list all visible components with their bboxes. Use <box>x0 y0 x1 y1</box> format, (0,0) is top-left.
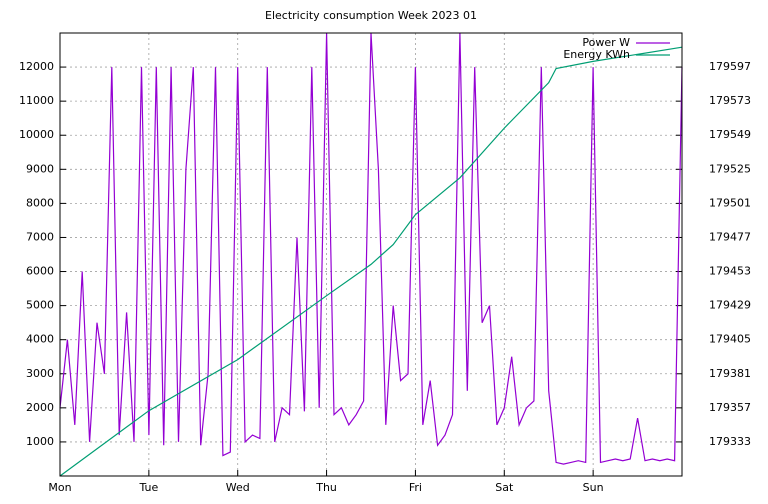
x-tick-label: Wed <box>226 481 250 494</box>
y-tick-label: 5000 <box>26 299 54 312</box>
x-tick-label: Sat <box>495 481 514 494</box>
y-tick-label: 11000 <box>19 94 54 107</box>
y2-tick-label: 179453 <box>709 265 751 278</box>
y2-tick-label: 179429 <box>709 299 751 312</box>
y2-tick-label: 179381 <box>709 367 751 380</box>
y2-tick-label: 179333 <box>709 435 751 448</box>
x-tick-label: Tue <box>138 481 158 494</box>
y2-tick-label: 179477 <box>709 230 751 243</box>
x-tick-label: Thu <box>315 481 337 494</box>
y2-tick-label: 179597 <box>709 60 751 73</box>
y2-tick-label: 179525 <box>709 162 751 175</box>
y-tick-label: 6000 <box>26 265 54 278</box>
x-tick-label: Fri <box>409 481 422 494</box>
y-tick-label: 2000 <box>26 401 54 414</box>
y-tick-label: 9000 <box>26 162 54 175</box>
plot-frame <box>59 32 683 477</box>
series-line <box>59 46 683 477</box>
y-tick-label: 1000 <box>26 435 54 448</box>
y-tick-label: 4000 <box>26 333 54 346</box>
y2-tick-label: 179357 <box>709 401 751 414</box>
legend-label: Energy KWh <box>563 48 630 61</box>
y-tick-label: 10000 <box>19 128 54 141</box>
legend-label: Power W <box>582 36 630 49</box>
x-tick-label: Mon <box>48 481 71 494</box>
y2-tick-label: 179501 <box>709 196 751 209</box>
y2-tick-label: 179549 <box>709 128 751 141</box>
x-tick-label: Sun <box>583 481 604 494</box>
y-tick-label: 7000 <box>26 230 54 243</box>
y2-tick-label: 179405 <box>709 333 751 346</box>
y-tick-label: 8000 <box>26 196 54 209</box>
series-line <box>59 32 683 465</box>
chart-title: Electricity consumption Week 2023 01 <box>265 9 477 22</box>
y2-tick-label: 179573 <box>709 94 751 107</box>
y-tick-label: 12000 <box>19 60 54 73</box>
y-tick-label: 3000 <box>26 367 54 380</box>
